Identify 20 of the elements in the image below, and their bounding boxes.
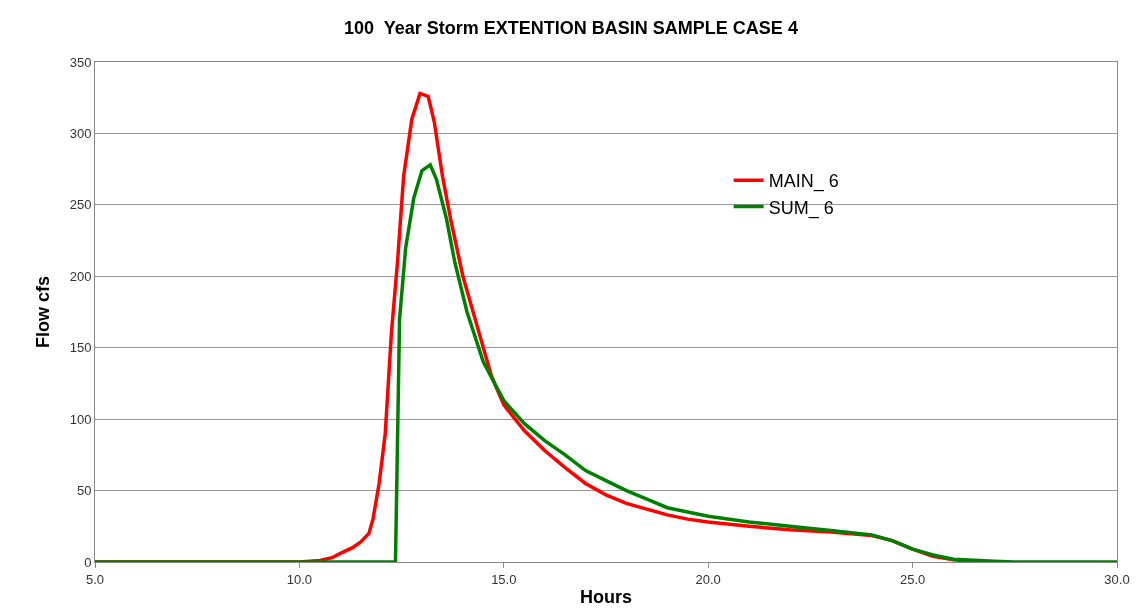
y-tick-label: 100: [69, 411, 92, 427]
x-tick-label: 25.0: [899, 571, 926, 587]
legend-label: SUM_ 6: [768, 197, 834, 219]
x-axis-title: Hours: [579, 586, 633, 607]
y-tick-label: 50: [76, 483, 92, 499]
line-series: [95, 163, 1117, 562]
y-tick-label: 300: [69, 125, 92, 141]
y-tick-label: 200: [69, 268, 92, 284]
chart-title: 100 Year Storm EXTENTION BASIN SAMPLE CASE 4: [344, 18, 798, 39]
y-tick-label: 0: [84, 554, 92, 570]
y-tick-label: 350: [69, 54, 92, 70]
y-axis-title: Flow cfs: [32, 275, 53, 349]
x-tick-label: 15.0: [491, 571, 517, 587]
x-tick-label: 5.0: [85, 571, 105, 587]
x-tick-label: 20.0: [695, 571, 721, 587]
y-tick-label: 250: [69, 197, 92, 213]
x-tick-label: 30.0: [1104, 571, 1130, 587]
legend-label: MAIN_ 6: [768, 171, 839, 193]
y-tick-label: 150: [69, 340, 92, 356]
x-tick-label: 10.0: [286, 571, 313, 587]
